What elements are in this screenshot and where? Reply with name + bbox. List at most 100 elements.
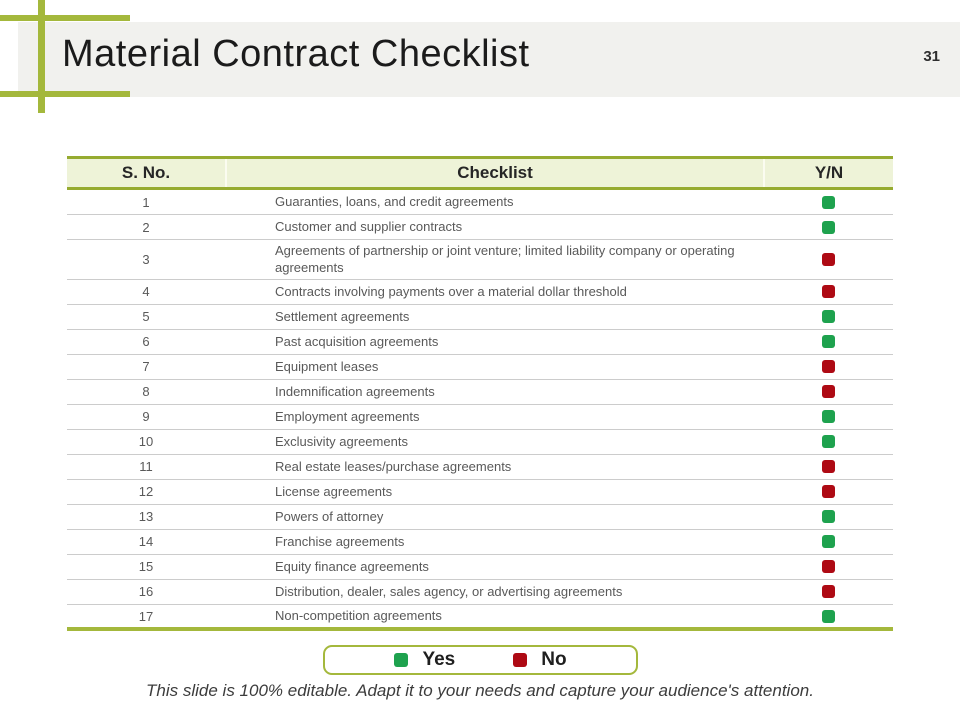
table-row: 1 Guaranties, loans, and credit agreement… bbox=[67, 190, 893, 216]
row-status-cell bbox=[763, 335, 893, 349]
row-checklist-item: Equity finance agreements bbox=[275, 558, 429, 574]
row-checklist-item: Guaranties, loans, and credit agreements bbox=[275, 194, 514, 210]
column-header-sno: S. No. bbox=[121, 163, 171, 182]
table-row: 15 Equity finance agreements bbox=[67, 555, 893, 580]
row-number: 15 bbox=[138, 559, 154, 575]
row-checklist-item: Customer and supplier contracts bbox=[275, 219, 463, 235]
no-legend-label: No bbox=[541, 649, 567, 670]
row-number: 1 bbox=[142, 194, 150, 210]
yes-square-icon bbox=[821, 220, 835, 234]
row-number: 3 bbox=[142, 252, 150, 268]
row-number: 12 bbox=[138, 484, 154, 500]
no-square-icon bbox=[821, 585, 835, 599]
row-number: 14 bbox=[138, 534, 154, 550]
row-status-cell bbox=[763, 485, 893, 499]
row-status-cell bbox=[763, 560, 893, 574]
row-number: 17 bbox=[138, 608, 154, 624]
row-checklist-item: Settlement agreements bbox=[275, 308, 410, 324]
yes-square-icon bbox=[821, 609, 835, 623]
table-row: 3 Agreements of partnership or joint vent… bbox=[67, 240, 893, 280]
yes-square-icon bbox=[821, 195, 835, 209]
row-number: 13 bbox=[138, 509, 154, 525]
table-row: 13 Powers of attorney bbox=[67, 505, 893, 530]
table-row: 11 Real estate leases/purchase agreements bbox=[67, 455, 893, 480]
table-row: 9 Employment agreements bbox=[67, 405, 893, 430]
row-number: 7 bbox=[142, 359, 150, 375]
legend-box: Yes No bbox=[323, 645, 638, 675]
row-status-cell bbox=[763, 585, 893, 599]
no-square-icon bbox=[821, 385, 835, 399]
table-header-row: S. No. Checklist Y/N bbox=[67, 156, 893, 191]
row-checklist-item: Past acquisition agreements bbox=[275, 333, 439, 349]
decorative-vertical-line bbox=[38, 0, 45, 113]
title-band bbox=[18, 22, 960, 97]
row-status-cell bbox=[763, 435, 893, 449]
row-number: 6 bbox=[142, 334, 150, 350]
checklist-table-body: 1 Guaranties, loans, and credit agreement… bbox=[67, 190, 893, 632]
checklist-table: S. No. Checklist Y/N 1 Guaranties, loans,… bbox=[67, 156, 893, 632]
row-status-cell bbox=[763, 195, 893, 209]
row-number: 9 bbox=[142, 409, 150, 425]
table-row: 12 License agreements bbox=[67, 480, 893, 505]
row-number: 16 bbox=[138, 584, 154, 600]
table-row: 8 Indemnification agreements bbox=[67, 380, 893, 405]
yes-square-icon bbox=[821, 510, 835, 524]
decorative-horizontal-line-bottom bbox=[0, 91, 130, 97]
row-number: 4 bbox=[142, 284, 150, 300]
row-checklist-item: Indemnification agreements bbox=[275, 383, 435, 399]
table-row: 7 Equipment leases bbox=[67, 355, 893, 380]
row-status-cell bbox=[763, 285, 893, 299]
page-title: Material Contract Checklist bbox=[62, 33, 530, 75]
no-square-icon bbox=[821, 360, 835, 374]
no-square-icon bbox=[513, 653, 528, 667]
yes-square-icon bbox=[821, 410, 835, 424]
row-checklist-item: Distribution, dealer, sales agency, or a… bbox=[275, 583, 623, 599]
row-checklist-item: Powers of attorney bbox=[275, 508, 384, 524]
yes-square-icon bbox=[394, 653, 409, 667]
row-checklist-item: Employment agreements bbox=[275, 408, 420, 424]
row-status-cell bbox=[763, 385, 893, 399]
row-status-cell bbox=[763, 535, 893, 549]
row-status-cell bbox=[763, 253, 893, 267]
row-checklist-item: Non-competition agreements bbox=[275, 607, 442, 623]
no-square-icon bbox=[821, 560, 835, 574]
yes-square-icon bbox=[821, 335, 835, 349]
row-checklist-item: License agreements bbox=[275, 483, 393, 499]
table-row: 17 Non-competition agreements bbox=[67, 605, 893, 632]
row-checklist-item: Franchise agreements bbox=[275, 533, 405, 549]
table-row: 5 Settlement agreements bbox=[67, 305, 893, 330]
row-checklist-item: Equipment leases bbox=[275, 358, 379, 374]
no-square-icon bbox=[821, 485, 835, 499]
row-checklist-item: Contracts involving payments over a mate… bbox=[275, 283, 627, 299]
yes-square-icon bbox=[821, 435, 835, 449]
row-status-cell bbox=[763, 310, 893, 324]
page-number: 31 bbox=[923, 48, 940, 65]
yes-square-icon bbox=[821, 310, 835, 324]
row-status-cell bbox=[763, 410, 893, 424]
no-square-icon bbox=[821, 253, 835, 267]
column-header-checklist: Checklist bbox=[225, 159, 763, 188]
table-row: 10 Exclusivity agreements bbox=[67, 430, 893, 455]
footer-note: This slide is 100% editable. Adapt it to… bbox=[146, 681, 814, 700]
row-number: 10 bbox=[138, 434, 154, 450]
table-row: 4 Contracts involving payments over a mat… bbox=[67, 280, 893, 305]
row-number: 5 bbox=[142, 309, 150, 325]
no-square-icon bbox=[821, 460, 835, 474]
decorative-horizontal-line-top bbox=[0, 15, 130, 21]
row-checklist-item: Real estate leases/purchase agreements bbox=[275, 458, 512, 474]
row-checklist-item: Agreements of partnership or joint ventu… bbox=[275, 243, 735, 275]
row-status-cell bbox=[763, 220, 893, 234]
row-status-cell bbox=[763, 360, 893, 374]
yes-legend-label: Yes bbox=[422, 649, 456, 670]
row-number: 2 bbox=[142, 219, 150, 235]
row-status-cell bbox=[763, 460, 893, 474]
row-status-cell bbox=[763, 609, 893, 623]
table-row: 6 Past acquisition agreements bbox=[67, 330, 893, 355]
no-square-icon bbox=[821, 285, 835, 299]
row-number: 11 bbox=[139, 459, 153, 475]
row-status-cell bbox=[763, 510, 893, 524]
table-row: 16 Distribution, dealer, sales agency, or… bbox=[67, 580, 893, 605]
yes-square-icon bbox=[821, 535, 835, 549]
table-row: 14 Franchise agreements bbox=[67, 530, 893, 555]
